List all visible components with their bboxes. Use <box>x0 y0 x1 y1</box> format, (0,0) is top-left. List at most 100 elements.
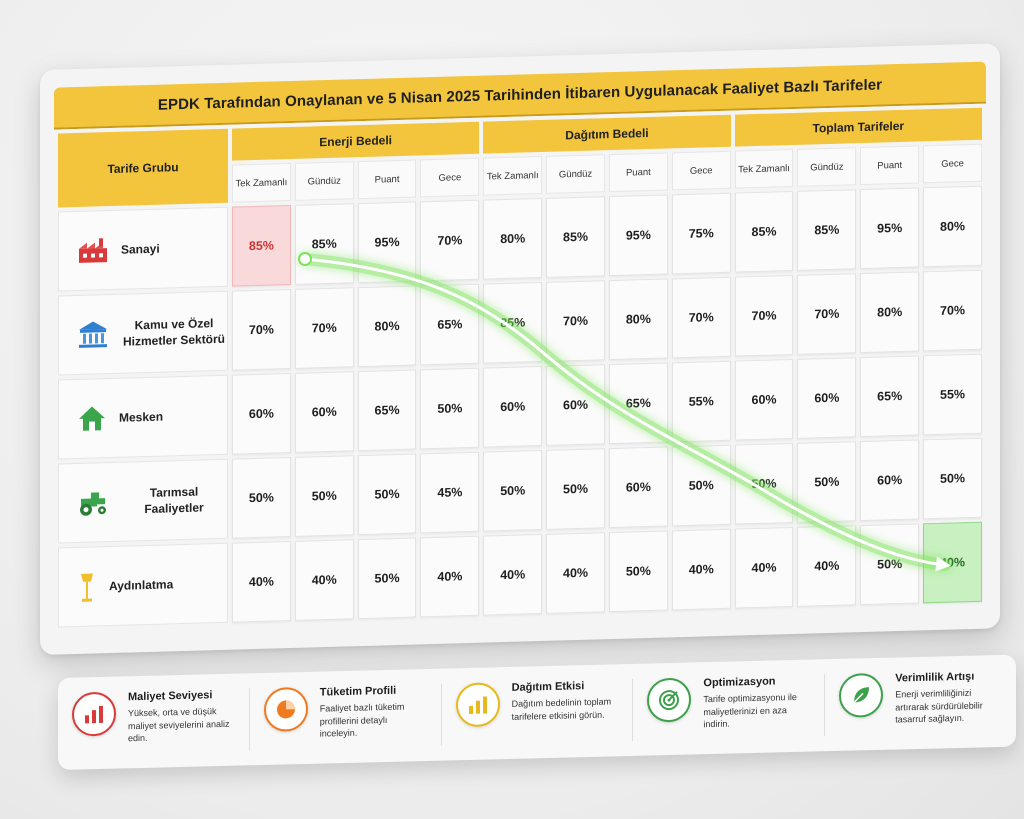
house-icon <box>77 404 107 433</box>
row-header: Sanayi <box>58 206 228 292</box>
value-cell: 60% <box>608 446 668 529</box>
value-cell: 60% <box>797 357 857 439</box>
feature-item: Dağıtım Etkisi Dağıtım bedelinin toplam t… <box>441 678 634 746</box>
value-cell: 85% <box>546 196 605 278</box>
value-cell: 50% <box>357 453 417 536</box>
row-label: Tarımsal Faaliyetler <box>144 484 204 517</box>
bar-chart-icon <box>72 691 116 737</box>
table-row: Kamu ve Özel Hizmetler Sektörü 70% 70% 80% 6… <box>58 269 982 376</box>
subheader: Gece <box>671 150 731 191</box>
value-cell: 75% <box>671 192 731 275</box>
value-cell: 50% <box>860 523 920 606</box>
group-header-energy: Enerji Bedeli <box>232 121 480 161</box>
feature-item: Optimizasyon Tarife optimizasyonu ile mal… <box>633 674 826 741</box>
value-cell: 80% <box>923 185 982 268</box>
subheader: Gündüz <box>797 147 857 187</box>
value-cell: 70% <box>232 288 291 371</box>
value-cell: 70% <box>546 280 605 362</box>
subheader: Tek Zamanlı <box>734 148 794 189</box>
feature-item: Verimlilik Artışı Enerji verimliliğinizi … <box>825 670 1016 737</box>
value-cell: 70% <box>923 269 982 352</box>
subheader: Tek Zamanlı <box>232 162 291 203</box>
value-cell: 95% <box>608 194 668 277</box>
value-cell: 40% <box>294 539 354 621</box>
feature-description: Yüksek, orta ve düşük maliyet seviyeleri… <box>128 706 230 744</box>
value-cell: 55% <box>923 353 982 436</box>
value-cell: 60% <box>483 365 543 448</box>
value-cell: 65% <box>608 362 668 445</box>
tariff-group-header: Tarife Grubu <box>58 128 228 208</box>
pie-chart-icon <box>263 686 308 732</box>
value-cell: 60% <box>546 364 605 446</box>
value-cell: 85% <box>483 281 543 364</box>
value-cell: 60% <box>734 358 794 441</box>
value-cell: 50% <box>294 455 354 537</box>
feature-title: Maliyet Seviyesi <box>128 689 213 704</box>
value-cell: 85% <box>232 204 291 287</box>
value-cell: 70% <box>671 276 731 359</box>
feature-strip: Maliyet Seviyesi Yüksek, orta ve düşük ma… <box>58 654 1016 770</box>
value-cell: 70% <box>294 287 354 369</box>
row-label: Aydınlatma <box>109 577 174 593</box>
subheader: Gece <box>923 143 982 184</box>
tariff-table: Tarife Grubu Enerji Bedeli Dağıtım Bedel… <box>54 104 986 632</box>
value-cell: 80% <box>483 197 543 280</box>
tractor-icon <box>77 488 109 517</box>
subheader: Puant <box>357 159 417 200</box>
row-header: Tarımsal Faaliyetler <box>58 458 228 544</box>
value-cell: 65% <box>357 369 417 452</box>
value-cell: 50% <box>923 437 982 520</box>
feature-title: Tüketim Profili <box>319 684 397 699</box>
feature-description: Dağıtım bedelinin toplam tarifelere etki… <box>511 696 612 722</box>
row-label: Kamu ve Özel Hizmetler Sektörü <box>122 315 226 349</box>
street-lamp-icon <box>77 570 97 603</box>
value-cell: 50% <box>483 449 543 532</box>
feature-title: Optimizasyon <box>703 675 776 690</box>
subheader: Puant <box>860 145 920 186</box>
value-cell: 40% <box>546 532 605 614</box>
value-cell: 40% <box>483 533 543 616</box>
value-cell: 50% <box>671 444 731 527</box>
row-header: Mesken <box>58 374 228 460</box>
value-cell: 60% <box>294 371 354 453</box>
table-row: Sanayi 85% 85% 95% 70% 80% 85% 95% 75% 85% 85% 95% 8… <box>58 185 982 292</box>
value-cell: 40% <box>797 525 857 607</box>
value-cell: 50% <box>608 530 668 613</box>
subheader: Puant <box>608 152 668 193</box>
feature-title: Verimlilik Artışı <box>895 670 975 685</box>
value-cell: 60% <box>860 439 920 522</box>
value-cell: 45% <box>420 451 480 534</box>
row-label: Mesken <box>119 409 164 425</box>
value-cell: 50% <box>420 367 480 450</box>
value-cell: 50% <box>797 441 857 523</box>
subheader: Gece <box>420 157 480 198</box>
value-cell: 80% <box>608 278 668 361</box>
value-cell: 95% <box>357 201 417 284</box>
tariff-card: EPDK Tarafından Onaylanan ve 5 Nisan 202… <box>40 43 1000 656</box>
value-cell: 40% <box>734 526 794 609</box>
value-cell: 80% <box>860 271 920 354</box>
value-cell: 70% <box>734 274 794 357</box>
target-icon <box>647 677 692 723</box>
bar-chart-icon <box>455 682 500 728</box>
value-cell: 50% <box>232 456 291 539</box>
feature-item: Maliyet Seviyesi Yüksek, orta ve düşük ma… <box>58 688 250 755</box>
value-cell: 50% <box>357 537 417 620</box>
feature-title: Dağıtım Etkisi <box>511 680 585 694</box>
government-building-icon <box>77 319 109 350</box>
value-cell: 50% <box>546 448 605 530</box>
value-cell: 55% <box>671 360 731 443</box>
value-cell: 40% <box>420 535 480 618</box>
subheader: Tek Zamanlı <box>483 155 543 196</box>
leaf-icon <box>839 672 884 718</box>
page-title: EPDK Tarafından Onaylanan ve 5 Nisan 202… <box>157 75 883 114</box>
feature-description: Tarife optimizasyonu ile maliyetlerinizi… <box>703 691 797 730</box>
value-cell: 85% <box>797 189 857 271</box>
subheader: Gündüz <box>546 154 605 194</box>
row-label: Sanayi <box>121 241 160 257</box>
group-header-distribution: Dağıtım Bedeli <box>483 114 731 154</box>
value-cell: 40% <box>923 521 982 604</box>
feature-description: Enerji verimliliğinizi artırarak sürdürü… <box>895 687 983 725</box>
value-cell: 40% <box>671 528 731 611</box>
value-cell: 40% <box>232 540 291 623</box>
